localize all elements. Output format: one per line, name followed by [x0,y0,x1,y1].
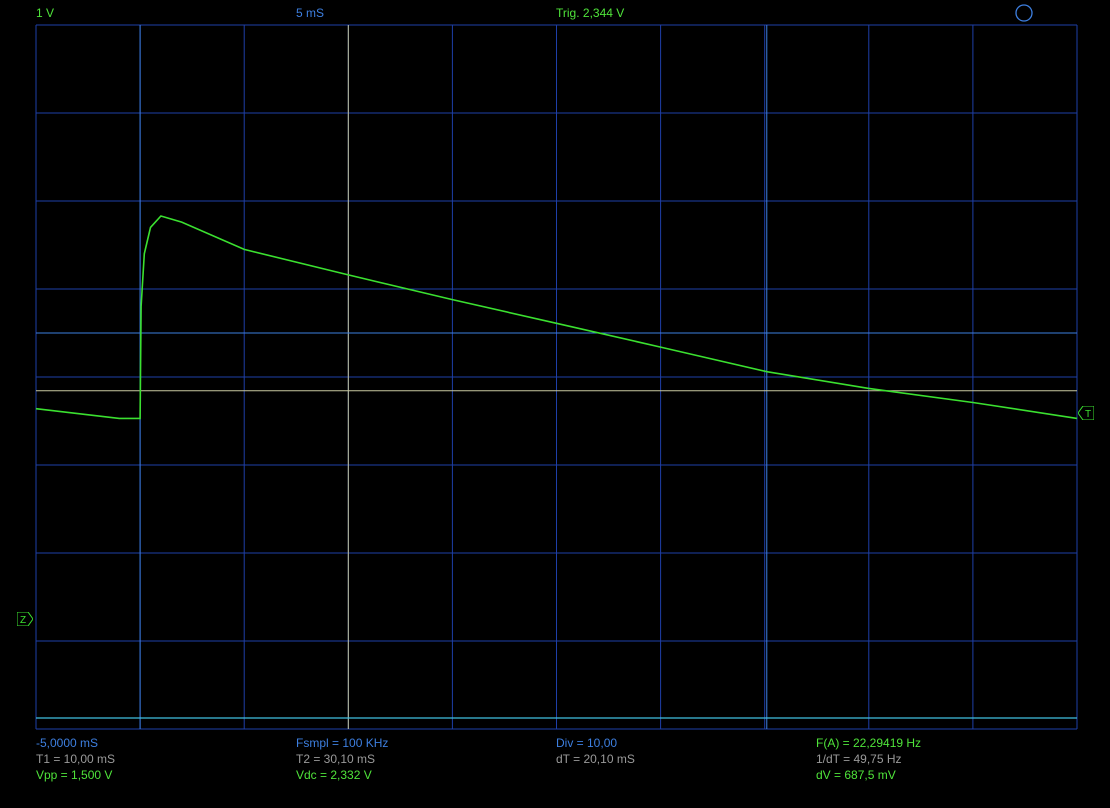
trigger-level-label[interactable]: Trig. 2,344 V [556,6,625,20]
vpp-readout: Vpp = 1,500 V [36,768,113,782]
delta-v-readout: dV = 687,5 mV [816,768,896,782]
frequency-readout: F(A) = 22,29419 Hz [816,736,922,750]
vdc-readout: Vdc = 2,332 V [296,768,372,782]
delta-t-readout: dT = 20,10 mS [556,752,635,766]
trigger-marker-icon[interactable]: T [1078,406,1094,420]
div-readout: Div = 10,00 [556,736,618,750]
graticule-grid [35,24,1078,730]
sample-rate-readout: Fsmpl = 100 KHz [296,736,389,750]
zero-marker-icon[interactable]: Z [17,612,33,626]
t2-readout: T2 = 30,10 mS [296,752,376,766]
time-offset-readout: -5,0000 mS [36,736,99,750]
circle-icon[interactable] [1014,3,1034,23]
waveform-trace [35,215,1078,420]
time-per-div-label[interactable]: 5 mS [296,6,325,20]
trigger-marker-label: T [1085,409,1091,420]
volts-per-div-label[interactable]: 1 V [36,6,55,20]
inverse-delta-t-readout: 1/dT = 49,75 Hz [816,752,902,766]
zero-marker-label: Z [20,615,26,626]
t1-readout: T1 = 10,00 mS [36,752,116,766]
